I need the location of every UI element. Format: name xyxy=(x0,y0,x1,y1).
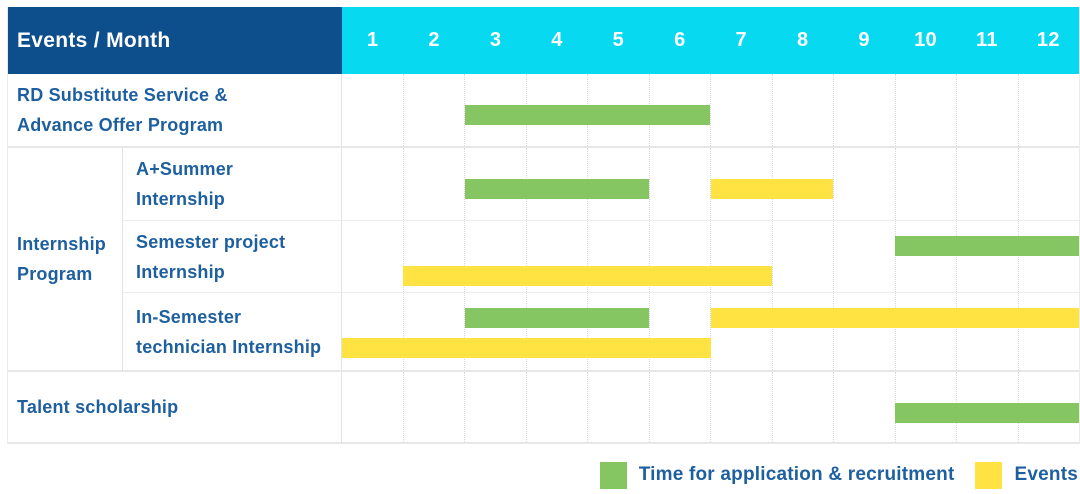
month-grid-cell xyxy=(650,372,711,442)
month-header-cell: 4 xyxy=(551,29,563,51)
month-grid-cell xyxy=(465,372,527,442)
month-grid-cell xyxy=(404,372,465,442)
month-grid-cell xyxy=(834,372,896,442)
row-label: Semester project Internship xyxy=(123,221,342,292)
month-header-cell: 8 xyxy=(796,29,809,51)
row-timeline xyxy=(342,74,1079,146)
month-grid-cell xyxy=(650,148,711,220)
month-grid-cell xyxy=(896,221,957,292)
month-header-cell: 3 xyxy=(489,29,502,51)
row-label: A+Summer Internship xyxy=(123,148,342,220)
legend: Time for application & recruitment Event… xyxy=(599,461,1078,489)
months-header: 1 2 3 4 5 6 7 8 9 10 11 12 xyxy=(342,7,1079,74)
month-grid-cell xyxy=(711,293,773,370)
table-corner-title: Events / Month xyxy=(8,7,342,74)
row-label: Talent scholarship xyxy=(8,372,342,442)
month-grid-cell xyxy=(650,74,711,146)
header-row: Events / Month 1 2 3 4 5 6 7 8 9 10 11 12 xyxy=(8,7,1079,74)
month-grid-cell xyxy=(711,221,773,292)
row-timeline xyxy=(342,372,1079,442)
month-grid-cell xyxy=(1019,148,1080,220)
schedule-table: Events / Month 1 2 3 4 5 6 7 8 9 10 11 12 RD Substi… xyxy=(7,7,1080,444)
month-grid-cell xyxy=(711,74,773,146)
schedule-row-in-semester: In-Semester technician Internship xyxy=(123,292,1079,370)
events-swatch xyxy=(975,461,1003,489)
month-grid-cell xyxy=(1019,221,1080,292)
row-timeline xyxy=(342,293,1079,370)
month-grid-cell xyxy=(773,221,834,292)
month-grid-cell xyxy=(342,148,404,220)
month-grid-cell xyxy=(896,293,957,370)
month-grid-cell xyxy=(650,293,711,370)
month-header-cell: 6 xyxy=(674,29,686,51)
month-grid-cell xyxy=(834,221,896,292)
recruitment-bar xyxy=(894,236,1079,256)
event-bar xyxy=(342,338,711,358)
month-grid-cell xyxy=(588,221,650,292)
row-timeline xyxy=(342,221,1079,292)
month-header-cell: 5 xyxy=(612,29,625,51)
month-grid-cell xyxy=(834,74,896,146)
event-bar xyxy=(710,308,1079,328)
row-timeline xyxy=(342,148,1079,220)
schedule-row-a-plus-summer: A+Summer Internship xyxy=(123,148,1079,220)
month-grid-cell xyxy=(404,293,465,370)
month-grid-cell xyxy=(342,372,404,442)
event-bar xyxy=(403,266,772,286)
month-grid-cell xyxy=(773,293,834,370)
row-label: RD Substitute Service & Advance Offer Pr… xyxy=(8,74,342,146)
schedule-row-talent-scholarship: Talent scholarship xyxy=(8,370,1079,442)
recruitment-bar xyxy=(894,403,1079,423)
month-header-cell: 9 xyxy=(858,29,870,51)
month-grid-cell xyxy=(527,221,588,292)
recruitment-bar xyxy=(464,105,711,125)
month-grid-cell xyxy=(342,74,404,146)
events-legend-label: Events xyxy=(1014,464,1078,485)
month-grid-cell xyxy=(773,148,834,220)
recruitment-legend-label: Time for application & recruitment xyxy=(638,464,955,485)
recruitment-bar xyxy=(464,179,650,199)
month-grid-cell xyxy=(588,372,650,442)
month-grid-cell xyxy=(773,74,834,146)
month-header-cell: 12 xyxy=(1036,29,1060,51)
schedule-row-semester-project: Semester project Internship xyxy=(123,220,1079,292)
month-grid-cell xyxy=(404,74,465,146)
month-grid-cell xyxy=(1019,74,1080,146)
month-grid-cell xyxy=(896,148,957,220)
month-grid-cell xyxy=(834,293,896,370)
month-grid-cell xyxy=(957,148,1019,220)
month-grid-cell xyxy=(465,293,527,370)
month-grid-cell xyxy=(773,372,834,442)
month-grid-cell xyxy=(404,221,465,292)
month-grid-cell xyxy=(342,221,404,292)
month-grid-cell xyxy=(342,293,404,370)
month-grid-cell xyxy=(896,74,957,146)
month-grid-cell xyxy=(588,293,650,370)
group-label: Internship Program xyxy=(8,148,123,370)
month-header-cell: 2 xyxy=(428,29,440,51)
event-bar xyxy=(710,179,834,199)
month-grid-cell xyxy=(527,293,588,370)
internship-program-group: Internship Program A+Summer Internship S… xyxy=(8,146,1079,370)
recruitment-bar xyxy=(464,308,650,328)
month-grid-cell xyxy=(527,372,588,442)
month-grid-cell xyxy=(957,221,1019,292)
month-grid-cell xyxy=(404,148,465,220)
month-header-cell: 11 xyxy=(976,29,998,51)
schedule-row-rd-substitute: RD Substitute Service & Advance Offer Pr… xyxy=(8,74,1079,146)
month-grid-cell xyxy=(650,221,711,292)
month-grid-cell xyxy=(957,293,1019,370)
month-grid-cell xyxy=(957,74,1019,146)
group-rows: A+Summer Internship Semester project Int… xyxy=(123,148,1079,370)
month-grid-cell xyxy=(465,221,527,292)
month-grid-cell xyxy=(711,372,773,442)
recruitment-swatch xyxy=(599,461,627,489)
month-header-cell: 7 xyxy=(735,29,747,51)
month-header-cell: 1 xyxy=(366,29,379,51)
month-grid-cell xyxy=(1019,293,1080,370)
month-grid-cell xyxy=(834,148,896,220)
row-label: In-Semester technician Internship xyxy=(123,293,342,370)
month-header-cell: 10 xyxy=(914,29,937,51)
